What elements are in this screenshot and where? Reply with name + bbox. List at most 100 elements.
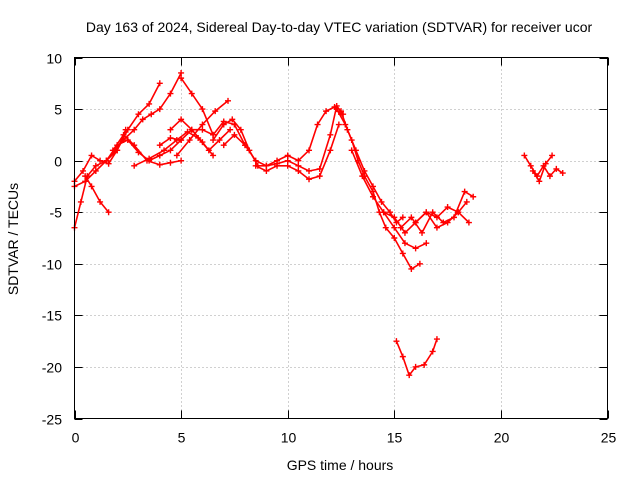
data-point (553, 165, 560, 172)
data-point (146, 155, 153, 162)
data-point (227, 126, 234, 133)
data-point (401, 240, 408, 247)
data-point (549, 152, 556, 159)
data-point (421, 361, 428, 368)
data-point (344, 126, 351, 133)
data-point (220, 121, 227, 128)
x-tick-label: 10 (281, 430, 297, 446)
series-t20 (412, 204, 472, 226)
data-point (521, 152, 528, 159)
data-point (306, 167, 313, 174)
x-tick-label: 5 (178, 430, 186, 446)
data-point (450, 214, 457, 221)
data-point (178, 157, 185, 164)
data-point (391, 214, 398, 221)
data-point (399, 214, 406, 221)
y-axis-label: SDTVAR / TECUs (5, 183, 21, 295)
x-tick-label: 25 (601, 430, 617, 446)
data-point (178, 137, 185, 144)
x-tick-labels: 0 5 10 15 20 25 (72, 430, 617, 446)
data-point (199, 139, 206, 146)
data-point (284, 152, 291, 159)
y-tick-label: 0 (54, 154, 62, 170)
data-point (178, 69, 185, 76)
series-t14 (252, 121, 342, 183)
data-point (231, 131, 238, 138)
data-point (316, 173, 323, 180)
series-t9 (173, 97, 232, 159)
data-point (338, 108, 344, 115)
data-point (252, 162, 259, 169)
series-t10 (178, 75, 217, 138)
data-point (399, 353, 406, 360)
series-t3 (82, 173, 112, 216)
y-tick-label: -10 (42, 257, 62, 273)
data-point (188, 90, 195, 97)
data-point (429, 348, 436, 355)
data-point (88, 183, 95, 190)
y-tick-label: -5 (50, 205, 63, 221)
data-point (444, 204, 451, 211)
data-point (369, 193, 376, 200)
y-tick-label: -20 (42, 360, 62, 376)
data-point (465, 219, 472, 226)
series-line (73, 82, 161, 229)
data-point (393, 338, 400, 345)
x-axis-label: GPS time / hours (287, 457, 394, 473)
data-point (399, 250, 406, 257)
data-point (419, 229, 426, 236)
series-line (84, 175, 110, 213)
data-point (333, 106, 340, 113)
series-t21 (393, 336, 440, 379)
data-point (105, 160, 112, 167)
data-point (380, 209, 387, 216)
series-line (180, 77, 214, 136)
data-point (406, 372, 413, 379)
data-point (131, 162, 138, 169)
data-point (82, 173, 89, 180)
data-point (378, 198, 385, 205)
data-point (237, 126, 244, 133)
data-point (348, 147, 355, 154)
data-point (527, 162, 534, 169)
data-point (274, 162, 281, 169)
data-point (408, 265, 415, 272)
data-point (167, 147, 174, 154)
data-point (97, 198, 104, 205)
data-point (433, 214, 440, 221)
data-point (284, 162, 291, 169)
data-point (546, 173, 553, 180)
data-point (216, 137, 223, 144)
data-point (461, 188, 468, 195)
data-point (433, 224, 440, 231)
data-point (156, 161, 163, 168)
series-line (532, 154, 553, 183)
data-point (263, 167, 270, 174)
data-point (387, 209, 394, 216)
data-point (295, 162, 302, 169)
series-line (73, 72, 182, 188)
series-line (414, 206, 470, 224)
data-point (88, 152, 95, 159)
data-point (559, 170, 566, 177)
data-point (199, 126, 206, 133)
data-point (391, 224, 398, 231)
data-point (199, 121, 206, 128)
data-point (542, 160, 549, 167)
data-point (306, 147, 313, 154)
data-point (120, 131, 127, 138)
data-point (412, 219, 419, 226)
data-point (242, 142, 249, 149)
data-point (178, 75, 185, 82)
data-point (156, 142, 163, 149)
x-tick-label: 20 (494, 430, 510, 446)
series-t6 (109, 131, 185, 168)
plot-frame (74, 57, 608, 419)
data-point (131, 126, 138, 133)
grid-lines (74, 57, 608, 419)
data-point (156, 80, 163, 87)
data-point (82, 178, 89, 185)
y-tick-label: 5 (54, 102, 62, 118)
data-point (536, 178, 543, 185)
